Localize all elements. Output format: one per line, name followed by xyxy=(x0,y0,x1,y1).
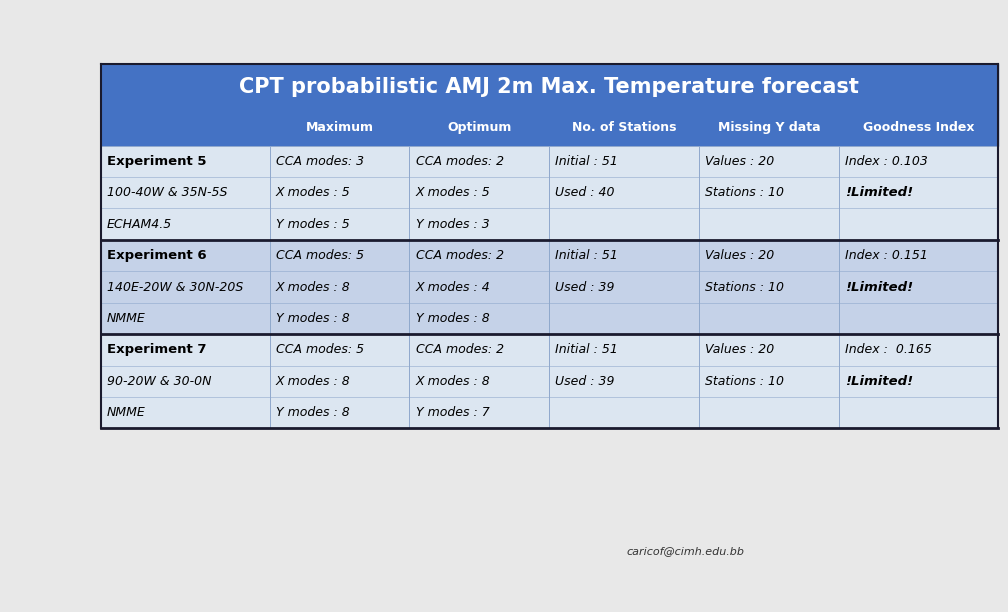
Bar xyxy=(101,146,998,177)
Text: Values : 20: Values : 20 xyxy=(705,155,774,168)
Text: Initial : 51: Initial : 51 xyxy=(555,343,618,356)
Text: Goodness Index: Goodness Index xyxy=(863,121,974,135)
Text: Y modes : 7: Y modes : 7 xyxy=(415,406,489,419)
Bar xyxy=(101,240,998,271)
Text: Index : 0.151: Index : 0.151 xyxy=(845,249,927,262)
Text: ECHAM4.5: ECHAM4.5 xyxy=(107,218,172,231)
Text: Values : 20: Values : 20 xyxy=(705,249,774,262)
Text: CCA modes: 5: CCA modes: 5 xyxy=(275,249,364,262)
Text: X modes : 8: X modes : 8 xyxy=(415,375,490,388)
Text: Maximum: Maximum xyxy=(305,121,374,135)
Bar xyxy=(101,177,998,209)
Text: Y modes : 8: Y modes : 8 xyxy=(275,406,350,419)
Text: X modes : 8: X modes : 8 xyxy=(275,280,351,294)
Text: Missing Y data: Missing Y data xyxy=(718,121,821,135)
Text: Experiment 6: Experiment 6 xyxy=(107,249,207,262)
Text: Index :  0.165: Index : 0.165 xyxy=(845,343,931,356)
Text: Used : 40: Used : 40 xyxy=(555,186,615,200)
Text: CCA modes: 5: CCA modes: 5 xyxy=(275,343,364,356)
Text: 100-40W & 35N-5S: 100-40W & 35N-5S xyxy=(107,186,227,200)
Text: Used : 39: Used : 39 xyxy=(555,280,615,294)
Bar xyxy=(101,64,998,110)
Bar xyxy=(101,365,998,397)
Bar xyxy=(101,271,998,303)
Text: CCA modes: 3: CCA modes: 3 xyxy=(275,155,364,168)
Text: No. of Stations: No. of Stations xyxy=(572,121,676,135)
Bar xyxy=(101,303,998,334)
Text: X modes : 4: X modes : 4 xyxy=(415,280,490,294)
Text: Y modes : 5: Y modes : 5 xyxy=(275,218,350,231)
Text: Stations : 10: Stations : 10 xyxy=(705,280,784,294)
Text: 90-20W & 30-0N: 90-20W & 30-0N xyxy=(107,375,212,388)
Text: !Limited!: !Limited! xyxy=(845,375,913,388)
Text: Y modes : 8: Y modes : 8 xyxy=(415,312,489,325)
Text: Y modes : 3: Y modes : 3 xyxy=(415,218,489,231)
Text: Experiment 7: Experiment 7 xyxy=(107,343,207,356)
Text: NMME: NMME xyxy=(107,312,145,325)
Bar xyxy=(101,334,998,365)
Text: Experiment 5: Experiment 5 xyxy=(107,155,207,168)
Text: Stations : 10: Stations : 10 xyxy=(705,375,784,388)
Text: CCA modes: 2: CCA modes: 2 xyxy=(415,155,504,168)
Text: Y modes : 8: Y modes : 8 xyxy=(275,312,350,325)
Text: Optimum: Optimum xyxy=(448,121,512,135)
Text: !Limited!: !Limited! xyxy=(845,186,913,200)
Text: 140E-20W & 30N-20S: 140E-20W & 30N-20S xyxy=(107,280,243,294)
Text: X modes : 5: X modes : 5 xyxy=(275,186,351,200)
Text: CCA modes: 2: CCA modes: 2 xyxy=(415,249,504,262)
Text: Values : 20: Values : 20 xyxy=(705,343,774,356)
Text: Stations : 10: Stations : 10 xyxy=(705,186,784,200)
Text: CPT probabilistic AMJ 2m Max. Temperature forecast: CPT probabilistic AMJ 2m Max. Temperatur… xyxy=(240,77,859,97)
Bar xyxy=(101,209,998,240)
Text: Index : 0.103: Index : 0.103 xyxy=(845,155,927,168)
Text: X modes : 8: X modes : 8 xyxy=(275,375,351,388)
Text: !Limited!: !Limited! xyxy=(845,280,913,294)
Text: NMME: NMME xyxy=(107,406,145,419)
Text: X modes : 5: X modes : 5 xyxy=(415,186,490,200)
Text: Initial : 51: Initial : 51 xyxy=(555,155,618,168)
Text: CCA modes: 2: CCA modes: 2 xyxy=(415,343,504,356)
Text: Used : 39: Used : 39 xyxy=(555,375,615,388)
Text: Initial : 51: Initial : 51 xyxy=(555,249,618,262)
Text: caricof@cimh.edu.bb: caricof@cimh.edu.bb xyxy=(626,546,745,556)
Bar xyxy=(101,397,998,428)
Bar xyxy=(101,110,998,146)
